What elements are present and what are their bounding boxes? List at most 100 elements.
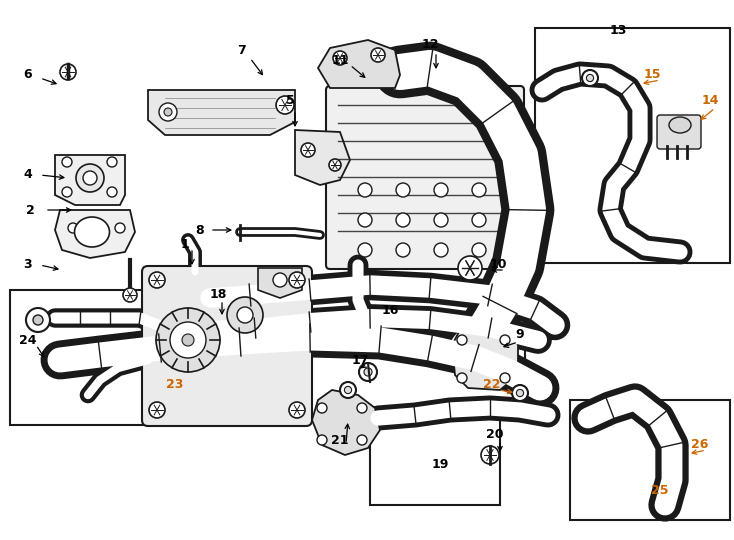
- Circle shape: [276, 96, 294, 114]
- Text: 23: 23: [167, 379, 184, 392]
- Circle shape: [227, 297, 263, 333]
- Circle shape: [364, 368, 372, 376]
- Circle shape: [317, 403, 327, 413]
- Circle shape: [357, 435, 367, 445]
- Circle shape: [156, 308, 220, 372]
- Text: 16: 16: [381, 303, 399, 316]
- Text: 10: 10: [490, 259, 506, 272]
- Circle shape: [115, 223, 125, 233]
- Circle shape: [149, 402, 165, 418]
- Circle shape: [33, 315, 43, 325]
- Text: 26: 26: [691, 438, 709, 451]
- Text: 2: 2: [26, 204, 34, 217]
- Circle shape: [301, 143, 315, 157]
- Text: 6: 6: [23, 69, 32, 82]
- Polygon shape: [55, 155, 125, 205]
- Bar: [205, 285, 525, 415]
- Ellipse shape: [74, 217, 109, 247]
- Circle shape: [237, 307, 253, 323]
- Text: 9: 9: [516, 328, 524, 341]
- Circle shape: [457, 335, 467, 345]
- Text: 21: 21: [331, 434, 349, 447]
- FancyBboxPatch shape: [142, 266, 312, 426]
- Bar: [10, 290, 165, 425]
- Text: 17: 17: [352, 354, 368, 367]
- Circle shape: [357, 403, 367, 413]
- Circle shape: [159, 103, 177, 121]
- Polygon shape: [295, 130, 350, 185]
- Bar: [370, 400, 500, 505]
- Circle shape: [149, 272, 165, 288]
- FancyBboxPatch shape: [326, 86, 524, 269]
- Circle shape: [434, 183, 448, 197]
- Polygon shape: [258, 268, 302, 298]
- Circle shape: [481, 446, 499, 464]
- Text: 22: 22: [483, 379, 501, 392]
- Polygon shape: [318, 40, 400, 88]
- Circle shape: [60, 64, 76, 80]
- Text: 20: 20: [486, 429, 504, 442]
- Circle shape: [333, 51, 347, 65]
- Bar: [570, 400, 730, 520]
- Text: 18: 18: [209, 288, 227, 301]
- Text: 3: 3: [23, 259, 32, 272]
- Circle shape: [434, 243, 448, 257]
- Circle shape: [289, 402, 305, 418]
- Circle shape: [182, 334, 194, 346]
- Text: 11: 11: [331, 53, 349, 66]
- Circle shape: [371, 48, 385, 62]
- Circle shape: [472, 183, 486, 197]
- Polygon shape: [148, 90, 295, 135]
- Circle shape: [26, 308, 50, 332]
- Circle shape: [62, 157, 72, 167]
- Circle shape: [472, 213, 486, 227]
- Circle shape: [123, 288, 137, 302]
- Circle shape: [83, 171, 97, 185]
- Circle shape: [358, 213, 372, 227]
- Circle shape: [472, 243, 486, 257]
- Text: 14: 14: [701, 93, 719, 106]
- Circle shape: [434, 213, 448, 227]
- Circle shape: [317, 435, 327, 445]
- Text: 24: 24: [19, 334, 37, 347]
- Text: 19: 19: [432, 458, 448, 471]
- Circle shape: [586, 75, 594, 82]
- Circle shape: [396, 213, 410, 227]
- Circle shape: [358, 183, 372, 197]
- Text: 1: 1: [181, 239, 189, 252]
- Circle shape: [329, 159, 341, 171]
- Circle shape: [76, 164, 104, 192]
- Ellipse shape: [669, 117, 691, 133]
- Circle shape: [107, 157, 117, 167]
- Polygon shape: [55, 210, 135, 258]
- Circle shape: [289, 272, 305, 288]
- Circle shape: [396, 183, 410, 197]
- Circle shape: [359, 363, 377, 381]
- Circle shape: [512, 385, 528, 401]
- Text: 25: 25: [651, 483, 669, 496]
- Text: 15: 15: [643, 69, 661, 82]
- Circle shape: [582, 70, 598, 86]
- Circle shape: [68, 223, 78, 233]
- Circle shape: [358, 243, 372, 257]
- Circle shape: [500, 373, 510, 383]
- Text: 13: 13: [609, 24, 627, 37]
- Circle shape: [273, 273, 287, 287]
- FancyBboxPatch shape: [657, 115, 701, 149]
- Circle shape: [517, 389, 523, 396]
- Text: 8: 8: [196, 224, 204, 237]
- Circle shape: [458, 256, 482, 280]
- Text: 4: 4: [23, 168, 32, 181]
- Circle shape: [62, 187, 72, 197]
- Circle shape: [170, 322, 206, 358]
- Circle shape: [344, 387, 352, 394]
- Circle shape: [457, 373, 467, 383]
- Polygon shape: [452, 330, 518, 390]
- Circle shape: [396, 243, 410, 257]
- Text: 7: 7: [238, 44, 247, 57]
- Text: 5: 5: [286, 93, 294, 106]
- Polygon shape: [312, 390, 380, 455]
- Bar: [535, 28, 730, 263]
- Circle shape: [340, 382, 356, 398]
- Circle shape: [500, 335, 510, 345]
